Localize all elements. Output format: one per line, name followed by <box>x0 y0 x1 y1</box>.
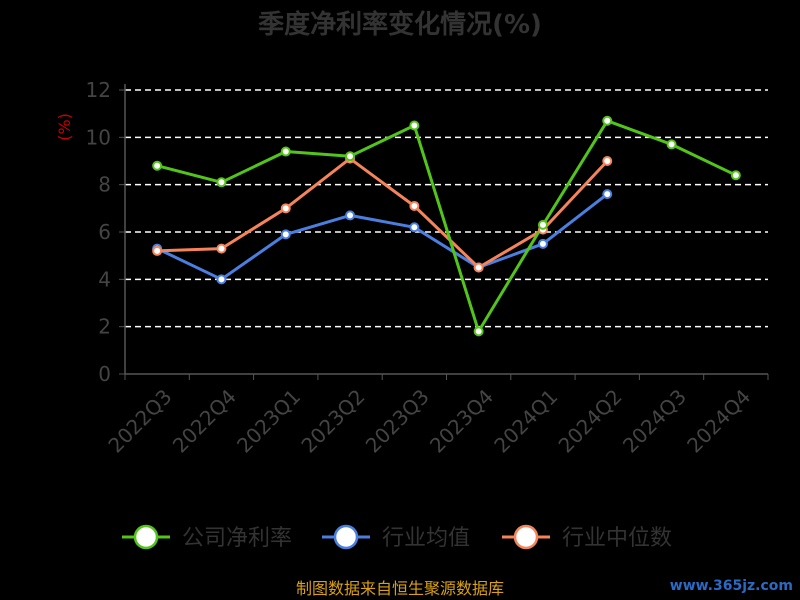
series-line <box>156 192 609 281</box>
x-tick-label: 2024Q3 <box>618 384 691 457</box>
series-points <box>152 115 741 337</box>
axes <box>119 84 769 380</box>
y-tick-label: 8 <box>98 173 111 197</box>
legend-label: 公司净利率 <box>182 526 292 551</box>
data-point <box>216 274 227 285</box>
y-tick-label: 2 <box>98 315 111 339</box>
data-point <box>280 146 291 157</box>
x-tick-label: 2024Q2 <box>554 384 627 457</box>
source-note: 制图数据来自恒生聚源数据库 <box>296 579 504 598</box>
x-tick-label: 2023Q3 <box>361 384 434 457</box>
y-axis-label: (%) <box>55 113 74 141</box>
watermark: www.365jz.com <box>670 578 793 594</box>
x-tick-label: 2024Q4 <box>682 384 755 457</box>
legend-label: 行业均值 <box>382 526 470 551</box>
y-tick-label: 6 <box>98 220 111 244</box>
data-point <box>152 245 163 256</box>
data-point <box>602 189 613 200</box>
data-point <box>473 262 484 273</box>
data-point <box>409 120 420 131</box>
data-point <box>537 219 548 230</box>
x-tick-label: 2023Q2 <box>296 384 369 457</box>
y-tick-labels: 0 2 4 6 8 10 12 <box>86 78 111 386</box>
data-point <box>280 203 291 214</box>
legend-swatch-marker <box>513 524 539 550</box>
data-point <box>152 160 163 171</box>
x-tick-label: 2022Q3 <box>103 384 176 457</box>
x-tick-labels: 2022Q32022Q42023Q12023Q22023Q32023Q42024… <box>103 384 755 457</box>
y-tick-label: 10 <box>86 125 111 149</box>
x-tick-label: 2024Q1 <box>489 384 562 457</box>
x-tick-label: 2023Q4 <box>425 384 498 457</box>
legend: 公司净利率 行业均值 行业中位数 <box>122 524 672 551</box>
data-point <box>473 326 484 337</box>
data-point <box>602 156 613 166</box>
data-point <box>280 229 291 240</box>
legend-swatch-marker <box>333 524 359 550</box>
legend-swatch-marker <box>133 524 159 550</box>
data-point <box>216 177 227 188</box>
y-tick-label: 12 <box>86 78 111 102</box>
chart-title: 季度净利率变化情况(%) <box>258 9 542 40</box>
y-tick-label: 0 <box>98 362 111 386</box>
grid-lines <box>125 89 768 328</box>
data-point <box>730 170 741 181</box>
data-point <box>537 238 548 249</box>
data-point <box>409 222 420 233</box>
y-tick-label: 4 <box>98 267 111 291</box>
series-line <box>156 119 737 333</box>
data-point <box>345 210 356 221</box>
data-point <box>602 115 613 126</box>
data-point <box>666 139 677 150</box>
x-tick-label: 2022Q4 <box>168 384 241 457</box>
data-point <box>345 151 356 162</box>
data-point <box>409 200 420 211</box>
x-tick-label: 2023Q1 <box>232 384 305 457</box>
series-line <box>157 157 609 269</box>
series-lines <box>156 119 737 333</box>
data-point <box>216 243 227 254</box>
legend-label: 行业中位数 <box>562 526 672 551</box>
